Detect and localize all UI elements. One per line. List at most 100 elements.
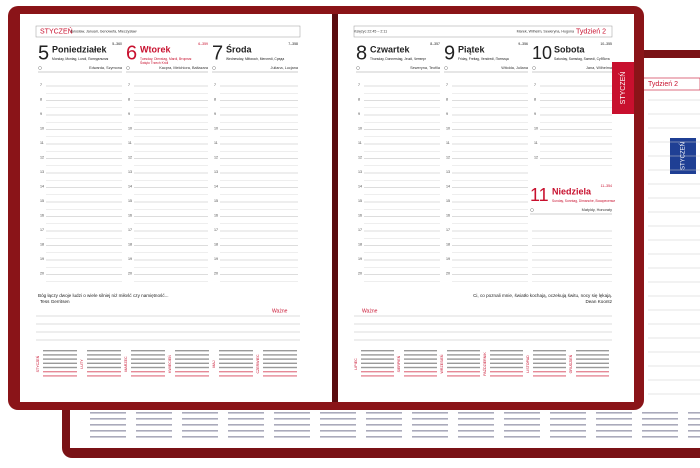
- calendar-dots: [263, 358, 297, 360]
- saints: Kacpra, Melchiora, Baltazara: [159, 66, 209, 70]
- calendar-dots: [361, 362, 394, 364]
- calendar-dots: [642, 412, 678, 414]
- calendar-dots: [490, 358, 523, 360]
- day-subtitle: Monday, Montag, Lundi, Понедельник: [52, 57, 109, 61]
- day-name: Piątek: [458, 44, 486, 54]
- calendar-dots: [596, 430, 632, 432]
- saints: Witolda, Juliana: [501, 66, 529, 70]
- calendar-dots: [263, 350, 297, 352]
- calendar-dots: [175, 350, 209, 352]
- calendar-dots: [182, 418, 218, 420]
- calendar-dots: [458, 412, 494, 414]
- day-subtitle: Saturday, Samstag, Samedi, Суббота: [554, 57, 610, 61]
- calendar-dots: [263, 375, 297, 377]
- day-name: Czwartek: [370, 44, 411, 54]
- calendar-dots: [361, 354, 394, 356]
- calendar-dots: [458, 430, 494, 432]
- calendar-dots: [550, 424, 586, 426]
- month-label: MARZEC: [124, 356, 128, 372]
- hour-label: 16: [446, 213, 450, 217]
- saints: Matyldy, Honoraty: [582, 208, 612, 212]
- calendar-dots: [175, 371, 209, 373]
- sun-icon: [532, 66, 536, 70]
- calendar-dots: [219, 354, 253, 356]
- calendar-dots: [412, 424, 448, 426]
- calendar-dots: [87, 358, 121, 360]
- calendar-dots: [228, 436, 264, 438]
- hour-label: 11: [128, 141, 132, 145]
- saints: Juliana, Lucjana: [271, 66, 299, 70]
- calendar-dots: [576, 354, 609, 356]
- sun-icon: [444, 66, 448, 70]
- hour-label: 15: [128, 199, 132, 203]
- month-label: PAŹDZIERNIK: [482, 352, 487, 376]
- calendar-dots: [182, 436, 218, 438]
- calendar-dots: [131, 358, 165, 360]
- calendar-dots: [320, 424, 356, 426]
- calendar-dots: [361, 358, 394, 360]
- calendar-dots: [131, 354, 165, 356]
- hour-label: 18: [358, 242, 362, 246]
- hour-label: 7: [358, 83, 360, 87]
- calendar-dots: [688, 424, 700, 426]
- calendar-dots: [219, 375, 253, 377]
- calendar-dots: [320, 412, 356, 414]
- day-subtitle: Sunday, Sonntag, Dimanche, Воскресенье: [552, 199, 615, 203]
- calendar-dots: [87, 350, 121, 352]
- calendar-dots: [263, 362, 297, 364]
- hour-label: 9: [128, 112, 130, 116]
- hour-label: 19: [128, 257, 132, 261]
- calendar-dots: [576, 366, 609, 369]
- sun-icon: [212, 66, 216, 70]
- calendar-dots: [490, 362, 523, 364]
- day-number: 10: [532, 43, 552, 63]
- calendar-dots: [688, 412, 700, 414]
- calendar-dots: [87, 354, 121, 356]
- calendar-dots: [688, 430, 700, 432]
- day-name: Sobota: [554, 44, 585, 54]
- sun-icon: [530, 208, 534, 212]
- header-left: Księżyc 22:45 – 2:11: [354, 29, 387, 33]
- month-label: LUTY: [80, 359, 84, 369]
- hour-label: 8: [534, 97, 536, 101]
- calendar-dots: [366, 424, 402, 426]
- calendar-dots: [447, 362, 480, 364]
- hour-label: 20: [446, 271, 450, 275]
- calendar-dots: [404, 362, 437, 364]
- day-number: 11: [530, 185, 549, 205]
- hour-label: 20: [214, 271, 218, 275]
- hour-label: 19: [214, 257, 218, 261]
- hour-label: 10: [358, 126, 362, 130]
- hour-label: 15: [214, 199, 218, 203]
- hour-label: 8: [358, 97, 360, 101]
- calendar-dots: [458, 436, 494, 438]
- hour-label: 16: [128, 213, 132, 217]
- day-of-year: 10–355: [600, 42, 612, 46]
- hour-label: 16: [40, 213, 44, 217]
- calendar-dots: [175, 354, 209, 356]
- month-label: WRZESIEŃ: [440, 354, 444, 373]
- calendar-dots: [136, 412, 172, 414]
- calendar-dots: [131, 362, 165, 364]
- hour-label: 11: [358, 141, 362, 145]
- calendar-dots: [43, 358, 77, 360]
- calendar-dots: [131, 375, 165, 377]
- header-names: Marek, Wilhelm, Seweryna, Hugona: [517, 29, 574, 33]
- calendar-dots: [366, 436, 402, 438]
- calendar-dots: [688, 436, 700, 438]
- calendar-dots: [550, 430, 586, 432]
- calendar-dots: [136, 424, 172, 426]
- calendar-dots: [447, 366, 480, 369]
- hour-label: 9: [40, 112, 42, 116]
- hour-label: 12: [534, 155, 538, 159]
- calendar-dots: [642, 418, 678, 420]
- day-name: Wtorek: [140, 44, 171, 54]
- hour-label: 14: [128, 184, 132, 188]
- calendar-dots: [182, 430, 218, 432]
- sun-icon: [356, 66, 360, 70]
- calendar-dots: [219, 350, 253, 352]
- month-label: SIERPIEŃ: [397, 355, 401, 372]
- day-subtitle: Wednesday, Mittwoch, Mercredi, Среда: [226, 57, 284, 61]
- calendar-dots: [175, 375, 209, 377]
